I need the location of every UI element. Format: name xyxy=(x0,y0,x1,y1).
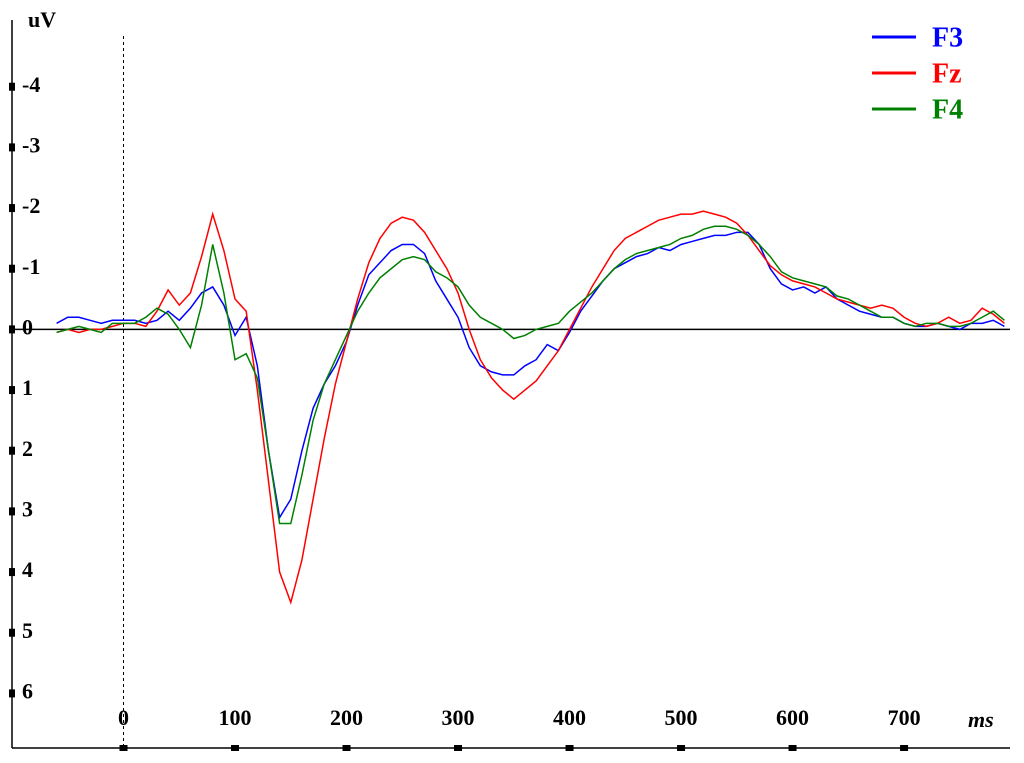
x-tick xyxy=(565,745,574,751)
y-tick xyxy=(9,325,15,334)
y-tick-label: 1 xyxy=(22,375,33,400)
y-tick-label: -1 xyxy=(22,254,40,279)
y-axis-label: uV xyxy=(28,7,56,32)
x-tick-label: 300 xyxy=(442,705,475,730)
series-line xyxy=(56,225,1005,525)
y-tick xyxy=(9,264,15,273)
y-tick xyxy=(9,568,15,577)
x-tick-label: 100 xyxy=(219,705,252,730)
y-tick xyxy=(9,689,15,698)
x-tick-label: 600 xyxy=(776,705,809,730)
x-tick xyxy=(788,745,797,751)
y-tick-label: 2 xyxy=(22,436,33,461)
legend-label: F3 xyxy=(932,22,963,53)
x-tick-label: 0 xyxy=(118,705,129,730)
x-tick xyxy=(454,745,463,751)
y-tick xyxy=(9,204,15,213)
y-tick-label: 6 xyxy=(22,678,33,703)
y-tick-label: 5 xyxy=(22,618,33,643)
y-tick-label: 0 xyxy=(22,314,33,339)
x-axis-label: ms xyxy=(968,707,994,732)
y-tick xyxy=(9,82,15,91)
x-tick xyxy=(900,745,909,751)
y-tick xyxy=(9,507,15,516)
legend-label: Fz xyxy=(932,58,962,89)
y-tick-label: -4 xyxy=(22,72,40,97)
x-tick-label: 500 xyxy=(665,705,698,730)
y-tick-label: -3 xyxy=(22,132,40,157)
y-tick xyxy=(9,143,15,152)
x-tick-label: 200 xyxy=(330,705,363,730)
y-tick-label: 3 xyxy=(22,496,33,521)
y-tick xyxy=(9,446,15,455)
y-tick xyxy=(9,386,15,395)
x-tick-label: 400 xyxy=(553,705,586,730)
legend-label: F4 xyxy=(932,94,963,125)
y-tick-label: -2 xyxy=(22,193,40,218)
x-tick xyxy=(119,745,128,751)
x-tick xyxy=(342,745,351,751)
series-line xyxy=(56,231,1005,520)
x-tick xyxy=(677,745,686,751)
x-tick xyxy=(231,745,240,751)
x-tick-label: 700 xyxy=(888,705,921,730)
y-tick-label: 4 xyxy=(22,557,33,582)
series-line xyxy=(56,210,1005,605)
y-tick xyxy=(9,628,15,637)
